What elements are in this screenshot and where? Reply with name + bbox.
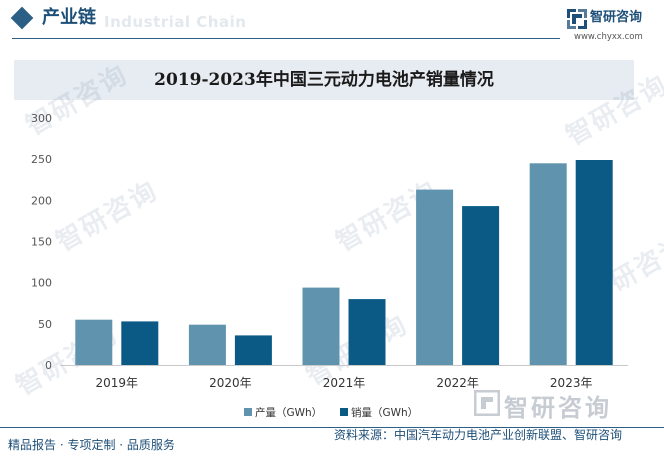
x-tick-label: 2022年 [436, 376, 479, 390]
header-bar: 产业链 Industrial Chain 智研咨询 www.chyxx.com [0, 0, 664, 44]
y-tick-label: 300 [31, 112, 52, 125]
legend-label: 产量（GWh） [255, 407, 323, 419]
bar-sales [234, 335, 272, 365]
legend-item-sales: 销量（GWh） [340, 405, 418, 421]
bar-production [302, 287, 340, 365]
chart-plot: 0 50 100 150 200 250 300 2019年 2020年 2021年 2022年 20… [0, 104, 664, 404]
legend-label: 销量（GWh） [351, 407, 419, 419]
legend-item-production: 产量（GWh） [244, 405, 322, 421]
header-divider [12, 38, 560, 39]
y-tick-label: 150 [31, 236, 52, 249]
x-tick-label: 2021年 [323, 376, 366, 390]
legend-swatch [340, 408, 348, 416]
bar-production [529, 163, 567, 365]
bar-chart: 0 50 100 150 200 250 300 2019年 2020年 2021年 2022年 20… [31, 112, 628, 390]
y-tick-label: 200 [31, 194, 52, 207]
bar-sales [575, 160, 613, 365]
x-tick-label: 2020年 [209, 376, 252, 390]
brand-block: 智研咨询 www.chyxx.com [566, 6, 662, 44]
x-tick-label: 2023年 [550, 376, 593, 390]
chart-title: 2019-2023年中国三元动力电池产销量情况 [154, 70, 494, 90]
brand-watermark-text: 智研咨询 [504, 394, 612, 422]
bar-sales [121, 321, 159, 365]
section-ghost-text: Industrial Chain [104, 13, 247, 31]
bar-production [188, 324, 226, 365]
diamond-icon [10, 6, 34, 30]
bar-production [416, 189, 454, 365]
footer-source: 资料来源：中国汽车动力电池产业创新联盟、智研咨询 [334, 428, 623, 442]
chart-title-band: 2019-2023年中国三元动力电池产销量情况 [14, 60, 634, 100]
y-tick-label: 250 [31, 153, 52, 166]
bar-sales [348, 299, 386, 365]
brand-name: 智研咨询 [590, 10, 643, 25]
brand-logo-icon [567, 9, 587, 29]
section-title: 产业链 [42, 7, 96, 28]
x-tick-label: 2019年 [96, 376, 139, 390]
y-tick-label: 100 [31, 277, 52, 290]
footer-divider [0, 427, 664, 428]
bar-sales [462, 206, 500, 365]
brand-watermark-icon [474, 390, 500, 416]
footer-tagline: 精品报告 · 专项定制 · 品质服务 [8, 438, 175, 452]
y-tick-label: 50 [38, 318, 52, 331]
y-tick-label: 0 [45, 359, 52, 372]
brand-url: www.chyxx.com [574, 32, 643, 42]
bar-production [75, 319, 113, 365]
legend-swatch [244, 408, 252, 416]
